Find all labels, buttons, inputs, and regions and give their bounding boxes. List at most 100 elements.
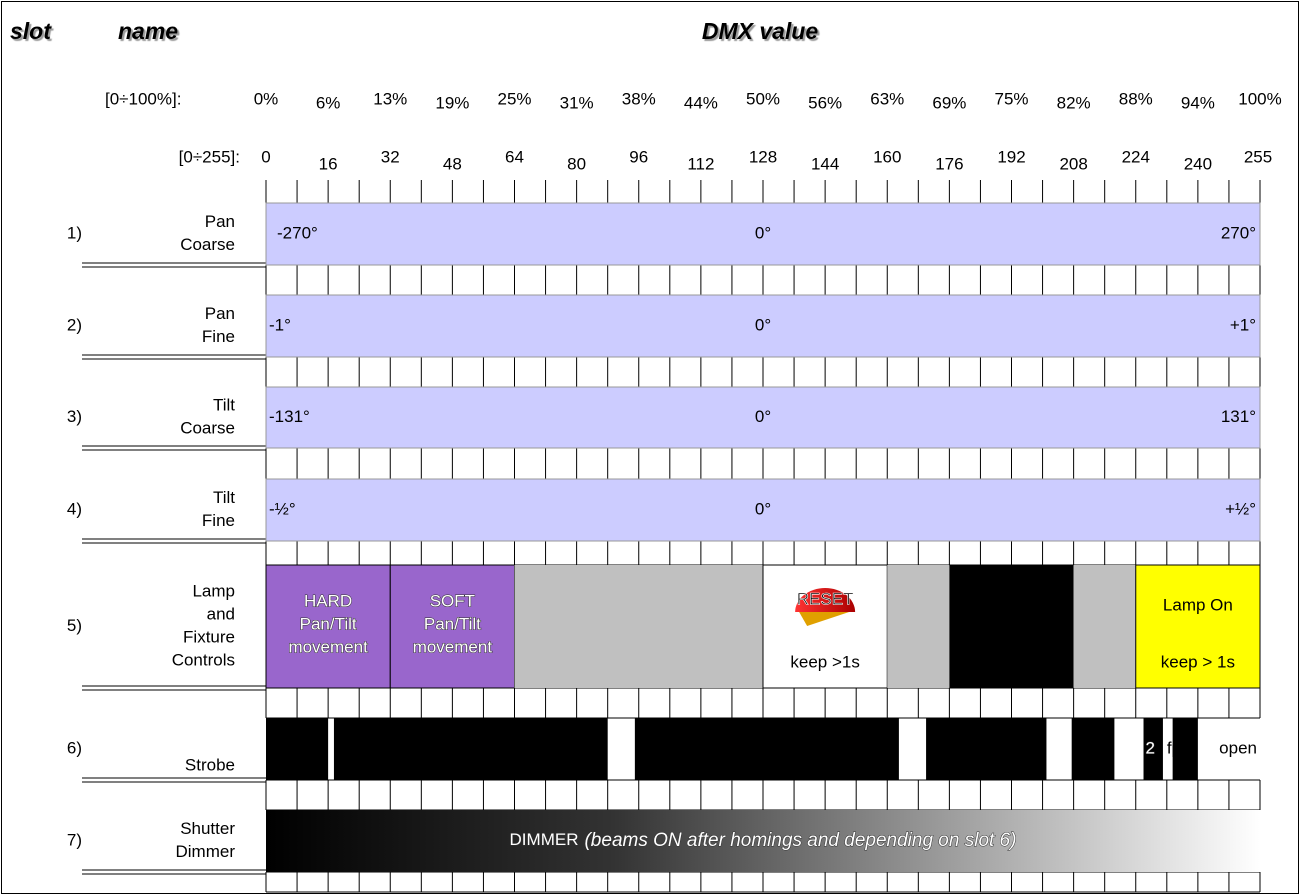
percent-tick: 82%	[1057, 93, 1091, 112]
strobe-label: 2	[1145, 738, 1154, 757]
mode-label: Pan/Tilt	[424, 614, 481, 633]
slot-number: 4)	[67, 499, 82, 518]
dmx-tick: 176	[935, 154, 963, 173]
segment	[265, 564, 391, 689]
dmx-tick: 32	[381, 147, 400, 166]
slot-name: Pan	[205, 304, 235, 323]
percent-tick: 13%	[373, 89, 407, 108]
mode-label: movement	[288, 637, 368, 656]
strobe-label: fps	[1167, 738, 1190, 757]
strobe-label: open	[1219, 738, 1257, 757]
slot-number: 1)	[67, 223, 82, 242]
dimmer-label: DIMMER (beams ON after homings and depend…	[510, 830, 1017, 851]
segment	[265, 294, 1261, 358]
percent-tick: 88%	[1119, 89, 1153, 108]
range-center: 0°	[755, 499, 771, 518]
lamp-off-label: with	[995, 616, 1026, 635]
range-max: 131°	[1221, 407, 1256, 426]
segment	[265, 202, 1261, 266]
dmx-tick: 160	[873, 147, 901, 166]
range-center: 0°	[755, 223, 771, 242]
dmx-tick: 208	[1059, 154, 1087, 173]
slot-name: Tilt	[213, 488, 235, 507]
range-max: 270°	[1221, 223, 1256, 242]
percent-tick: 0%	[254, 89, 279, 108]
strobe-label: 1 fps	[344, 738, 381, 757]
strobe-label: STROBE	[732, 738, 802, 757]
percent-tick: 19%	[435, 93, 469, 112]
range-min: -131°	[269, 407, 310, 426]
segment	[266, 810, 1260, 872]
percent-tick: 100%	[1238, 89, 1281, 108]
strobe-label: black	[272, 738, 312, 757]
reset-note: keep >1s	[790, 652, 859, 671]
percent-tick: 31%	[560, 93, 594, 112]
header-dmx: DMX value	[702, 18, 819, 44]
dmx-tick: 0	[261, 147, 270, 166]
range-max: +1°	[1230, 315, 1256, 334]
dimmer-text: DIMMER	[510, 830, 579, 849]
segment	[634, 718, 899, 780]
slot-number: 5)	[67, 616, 82, 635]
slot-name: Controls	[172, 650, 235, 669]
lamp-off-label: keep >5s	[977, 594, 1046, 613]
reset-icon	[799, 612, 850, 626]
percent-tick: 56%	[808, 93, 842, 112]
header-name: name	[118, 18, 178, 44]
segment	[1143, 718, 1163, 780]
dmx-tick: 48	[443, 154, 462, 173]
dmx-tick: 255	[1244, 147, 1272, 166]
percent-tick: 6%	[316, 93, 341, 112]
header-slot: slot	[10, 18, 52, 44]
range-min: -270°	[277, 223, 318, 242]
segment	[514, 565, 763, 688]
segment	[1071, 718, 1115, 780]
percent-tick: 75%	[994, 89, 1028, 108]
slot-name: Shutter	[180, 819, 235, 838]
mode-label: movement	[413, 637, 493, 656]
slot-name: Fixture	[183, 627, 235, 646]
segment	[926, 718, 1047, 780]
percent-tick: 63%	[870, 89, 904, 108]
segment	[887, 565, 950, 688]
range-center: 0°	[755, 407, 771, 426]
range-center: 0°	[755, 315, 771, 334]
slot-name: Fine	[202, 327, 235, 346]
segment	[333, 718, 608, 780]
reset-label: RESET	[797, 589, 854, 608]
percent-tick: 25%	[497, 89, 531, 108]
segment	[266, 718, 329, 780]
percent-tick: 50%	[746, 89, 780, 108]
reset-icon	[795, 588, 856, 612]
percent-tick: 94%	[1181, 93, 1215, 112]
slot-number: 3)	[67, 407, 82, 426]
lamp-off-label: Lamp Off	[977, 572, 1047, 591]
lamp-off-label: slots 6,7=0	[970, 638, 1053, 657]
segment	[949, 565, 1074, 688]
dmx-tick: 16	[319, 154, 338, 173]
segment	[762, 564, 888, 689]
dmx-tick: 112	[687, 154, 714, 173]
range-min: -½°	[269, 499, 296, 518]
lamp-on-note: keep > 1s	[1161, 652, 1235, 671]
dmx-label: [0÷255]:	[179, 147, 240, 166]
lamp-on-label: Lamp On	[1163, 595, 1233, 614]
dmx-tick: 240	[1184, 154, 1212, 173]
dimmer-note: (beams ON after homings and depending on…	[584, 830, 1016, 851]
slot-name: Coarse	[180, 418, 235, 437]
slot-name: Strobe	[185, 755, 235, 774]
dmx-tick: 96	[629, 147, 648, 166]
slot-number: 6)	[67, 738, 82, 757]
mode-label: HARD	[304, 591, 352, 610]
percent-tick: 44%	[684, 93, 718, 112]
dmx-tick: 144	[811, 154, 839, 173]
range-min: -1°	[269, 315, 291, 334]
segment	[1135, 564, 1261, 689]
slot-name: Pan	[205, 212, 235, 231]
dmx-tick: 192	[997, 147, 1025, 166]
slot-name: Tilt	[213, 395, 235, 414]
segment	[265, 386, 1261, 449]
percent-label: [0÷100%]:	[105, 89, 181, 108]
slot-name: Coarse	[180, 235, 235, 254]
